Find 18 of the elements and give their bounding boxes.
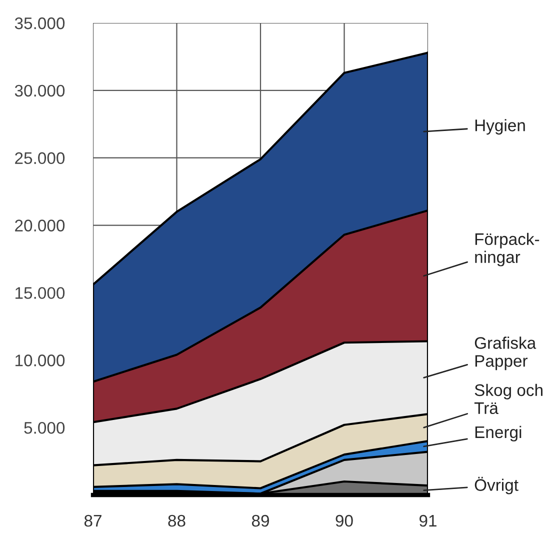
x-tick-label: 88 (168, 514, 186, 527)
text: Skog och Trä (474, 384, 542, 414)
x-tick-label: 87 (84, 514, 102, 527)
y-tick-label: 15.000 (16, 287, 65, 299)
text: Grafiska Papper (474, 336, 536, 370)
text: Hygien (475, 119, 525, 135)
text: Förpack- ningar (475, 232, 540, 266)
y-tick-label: 35.000 (14, 17, 65, 30)
x-tick-label: 90 (336, 514, 353, 527)
text: Energi (475, 426, 522, 442)
y-tick-label: 30.000 (14, 84, 65, 97)
y-tick-label: 20.000 (15, 220, 65, 232)
x-tick-label: 89 (252, 514, 269, 527)
text: Övrigt (474, 476, 518, 494)
y-tick-label: 10.000 (16, 354, 65, 366)
y-tick-label: 25.000 (15, 152, 65, 164)
y-tick-label: 5.000 (24, 422, 65, 434)
x-tick-label: 91 (420, 514, 436, 527)
